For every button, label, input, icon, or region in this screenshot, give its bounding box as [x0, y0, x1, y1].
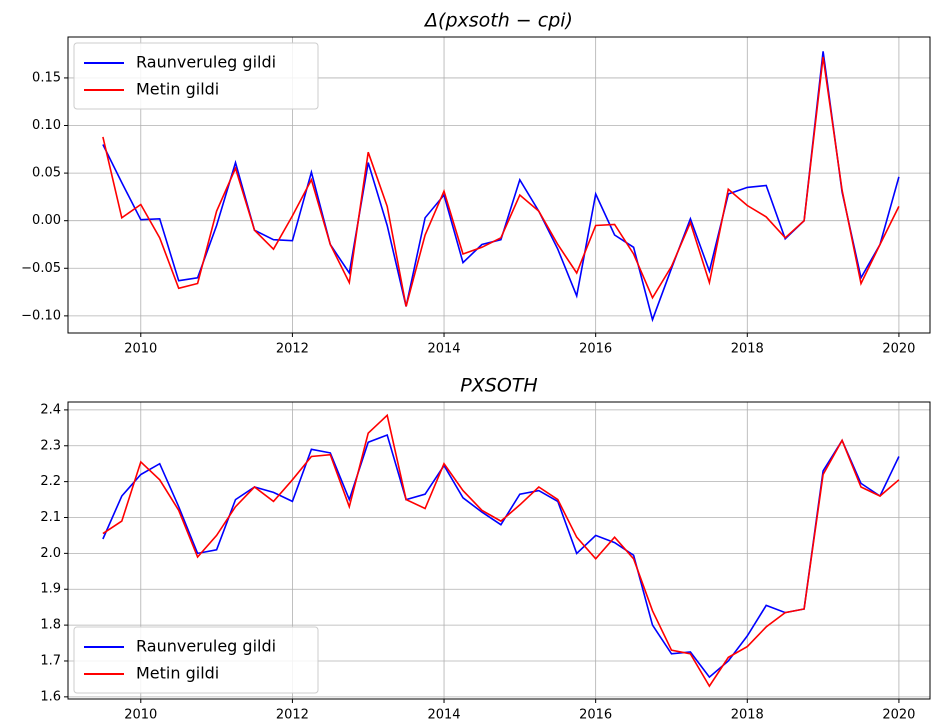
- y-tick-label: 0.10: [32, 118, 61, 133]
- x-tick-label: 2010: [124, 342, 157, 357]
- y-tick-label: 2.0: [40, 546, 61, 561]
- y-tick-label: −0.05: [21, 261, 61, 276]
- y-tick-label: 2.2: [40, 474, 61, 489]
- chart-title: Δ(pxsoth − cpi): [423, 10, 573, 32]
- y-tick-label: 2.4: [40, 402, 61, 417]
- y-tick-label: 1.6: [40, 689, 61, 704]
- plot-frame: [67, 36, 931, 334]
- series-line: [102, 433, 900, 679]
- x-tick-label: 2018: [731, 708, 764, 723]
- y-tick-label: 0.05: [32, 166, 61, 181]
- y-tick-label: 0.00: [32, 213, 61, 228]
- y-tick-label: −0.10: [21, 308, 61, 323]
- y-tick-label: 1.8: [40, 618, 61, 633]
- x-tick-label: 2016: [579, 708, 612, 723]
- x-tick-label: 2020: [882, 708, 915, 723]
- y-tick-label: 0.15: [32, 70, 61, 85]
- x-tick-label: 2020: [882, 342, 915, 357]
- legend-label: Metin gildi: [136, 80, 219, 99]
- legend-label: Raunveruleg gildi: [136, 53, 276, 72]
- x-tick-label: 2010: [124, 708, 157, 723]
- plot-frame: [67, 401, 931, 700]
- legend-box: [73, 42, 319, 110]
- legend-label: Raunveruleg gildi: [136, 637, 276, 656]
- x-tick-label: 2016: [579, 342, 612, 357]
- series-line: [102, 413, 900, 688]
- series-line: [102, 56, 900, 307]
- y-tick-label: 2.3: [40, 438, 61, 453]
- series-line: [102, 51, 900, 323]
- chart-title: PXSOTH: [460, 375, 537, 397]
- x-tick-label: 2018: [731, 342, 764, 357]
- x-tick-label: 2014: [427, 708, 460, 723]
- x-tick-label: 2014: [427, 342, 460, 357]
- legend-label: Metin gildi: [136, 664, 219, 683]
- y-tick-label: 1.7: [40, 653, 61, 668]
- x-tick-label: 2012: [276, 708, 309, 723]
- legend-box: [73, 626, 319, 694]
- y-tick-label: 1.9: [40, 582, 61, 597]
- x-tick-label: 2012: [276, 342, 309, 357]
- y-tick-label: 2.1: [40, 510, 61, 525]
